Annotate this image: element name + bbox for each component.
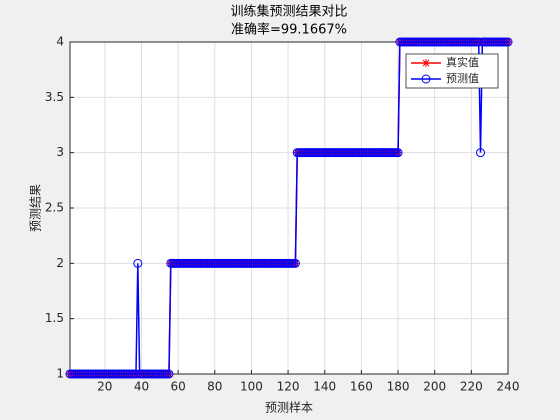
series — [65, 37, 513, 379]
legend-box — [405, 53, 499, 89]
data-point — [422, 59, 430, 67]
x-tick-label: 140 — [313, 380, 336, 394]
data-point — [164, 369, 174, 379]
data-point — [476, 148, 486, 158]
y-tick-label: 1.5 — [45, 311, 64, 325]
y-tick-label: 1 — [56, 367, 64, 381]
x-tick-label: 240 — [497, 380, 520, 394]
x-tick-label: 80 — [207, 380, 222, 394]
x-tick-label: 20 — [97, 380, 112, 394]
y-tick-label: 2 — [56, 256, 64, 270]
legend-label: 真实值 — [446, 55, 479, 69]
y-tick-label: 3.5 — [45, 90, 64, 104]
x-tick-label: 100 — [240, 380, 263, 394]
chart-subtitle: 准确率=99.1667% — [231, 22, 347, 38]
x-tick-label: 120 — [277, 380, 300, 394]
data-point — [290, 258, 300, 268]
y-tick-label: 2.5 — [45, 201, 64, 215]
y-axis-label: 预测结果 — [29, 184, 43, 232]
data-point — [133, 258, 143, 268]
data-point — [393, 148, 403, 158]
data-point — [131, 369, 141, 379]
y-tick-label: 4 — [56, 35, 64, 49]
x-tick-label: 40 — [134, 380, 149, 394]
x-tick-label: 220 — [460, 380, 483, 394]
x-tick-label: 160 — [350, 380, 373, 394]
x-tick-label: 60 — [170, 380, 185, 394]
axes-box — [69, 41, 509, 375]
data-point — [474, 37, 484, 47]
chart-title: 训练集预测结果对比 — [230, 4, 347, 20]
data-point — [421, 74, 431, 84]
legend-label: 预测值 — [446, 72, 479, 85]
data-point — [503, 37, 513, 47]
x-tick-label: 200 — [423, 380, 446, 394]
x-tick-label: 180 — [387, 380, 410, 394]
x-axis-label: 预测样本 — [265, 400, 313, 415]
y-tick-label: 3 — [56, 145, 64, 159]
